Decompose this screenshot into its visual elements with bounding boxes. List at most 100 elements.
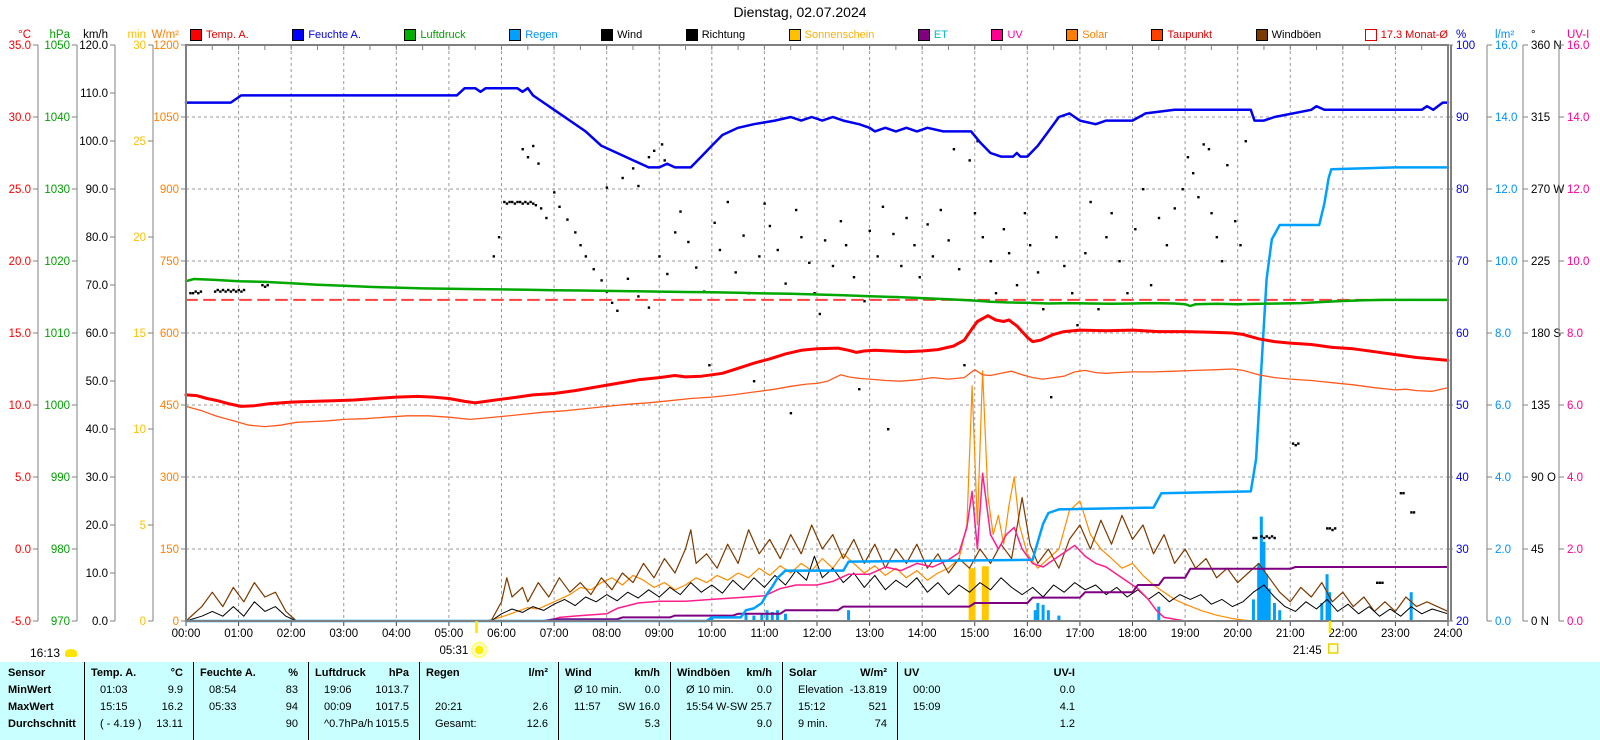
table-cell: 15:15 16.2: [100, 701, 183, 713]
axis-tick-label: 270 W: [1531, 184, 1564, 196]
x-tick-label: 08:00: [592, 628, 621, 640]
axis-tick-label: 80.0: [86, 232, 108, 244]
axis-uvi: 16.0 14.0 12.0 10.0 8.0 6.0 4.0 2.0 0.0 UV-I: [1558, 29, 1589, 628]
series-uv-line: [185, 472, 1449, 622]
table-cell: 08:54 83: [209, 684, 298, 696]
axis-tick-label: 1050: [44, 40, 70, 52]
table-cell: 15:54 W-SW 25.7: [686, 701, 772, 713]
table-cell: Elevation -13.819: [798, 684, 887, 696]
axis-tick-label: 12.0: [1567, 184, 1589, 196]
table-cell: 9 min. 74: [798, 718, 887, 730]
table-header-sensor: Sensor: [8, 667, 46, 679]
legend-item-uv: UV: [991, 29, 1023, 41]
table-cell: 1.2: [1059, 718, 1075, 730]
axis-tick-label: 300: [160, 472, 179, 484]
axis-header: min: [127, 29, 146, 41]
table-cell: 9.0: [756, 718, 772, 730]
table-row-label: Durchschnitt: [8, 718, 76, 730]
axis-tick-label: 45: [1531, 544, 1544, 556]
axis-tick-label: 25: [133, 136, 146, 148]
axis-tick-label: 10: [133, 424, 146, 436]
axis-tick-label: 35.0: [9, 40, 31, 52]
axis-header: km/h: [83, 29, 108, 41]
chart-legend: Temp. A. Feuchte A. Luftdruck Regen Wind Rich…: [190, 29, 1448, 41]
legend-label: Windböen: [1271, 29, 1322, 41]
table-col-feuchte-a-: Feuchte A.% 08:54 83 05:33 94 90: [193, 662, 308, 740]
axis-tick-label: 15.0: [9, 328, 31, 340]
x-tick-label: 09:00: [645, 628, 674, 640]
x-tick-label: 18:00: [1118, 628, 1147, 640]
sunshine-bars: [968, 566, 989, 621]
axis-tick-label: 0: [140, 616, 146, 628]
axis-tick-label: 1030: [44, 184, 70, 196]
table-cell: Gesamt: 12.6: [435, 718, 548, 730]
axis-tick-label: 30: [1456, 544, 1469, 556]
sun-icon: [65, 649, 78, 657]
axis-tick-label: 14.0: [1567, 112, 1589, 124]
table-cell: 20:21 2.6: [435, 701, 548, 713]
axis-tick-label: 120.0: [79, 40, 108, 52]
axis-tick-label: 30.0: [9, 112, 31, 124]
axis-tick-label: -5.0: [11, 616, 31, 628]
axis-tick-label: 0.0: [15, 544, 31, 556]
table-col-windb-en: Windböen km/h Ø 10 min. 0.0 15:54 W-SW 25.7 9.…: [670, 662, 782, 740]
legend-label: ET: [933, 29, 948, 41]
legend-swatch-dewpoint-icon: [1151, 29, 1164, 41]
marker-time-label: 21:45: [1293, 645, 1322, 657]
axis-tick-label: 2.0: [1567, 544, 1583, 556]
axis-tick-label: 970: [51, 616, 70, 628]
legend-swatch-humidity-icon: [292, 29, 305, 41]
legend-label: Solar: [1082, 29, 1108, 41]
x-tick-label: 17:00: [1066, 628, 1095, 640]
table-cell: 11:57 SW 16.0: [574, 701, 660, 713]
sunset-marker: 21:45: [1293, 621, 1339, 657]
legend-swatch-gusts-icon: [1255, 29, 1268, 41]
x-tick-label: 14:00: [908, 628, 937, 640]
axis-tick-label: 90.0: [86, 184, 108, 196]
table-column-header: Feuchte A.%: [200, 667, 298, 679]
legend-item-pressure: Luftdruck: [404, 29, 466, 41]
x-tick-label: 06:00: [487, 628, 516, 640]
axis-tick-label: 0.0: [92, 616, 108, 628]
legend-item-temp: Temp. A.: [190, 29, 249, 41]
series-et-line: [185, 566, 1449, 622]
series-humidity-line: [184, 86, 1450, 169]
table-cell: 00:00 0.0: [913, 684, 1075, 696]
axis-tick-label: 135: [1531, 400, 1550, 412]
axis-tick-label: 10.0: [9, 400, 31, 412]
axis-tick-label: 225: [1531, 256, 1550, 268]
table-row-label: MaxWert: [8, 701, 54, 713]
axis-tick-label: 1050: [153, 112, 179, 124]
legend-swatch-direction-icon: [685, 29, 698, 41]
axis-tick-label: 80: [1456, 184, 1469, 196]
axis-tick-label: 0 N: [1531, 616, 1549, 628]
legend-item-month_avg: 17.3 Monat-Ø: [1364, 29, 1448, 41]
series-pressure-line: [184, 277, 1450, 308]
axis-tick-label: 2.0: [1495, 544, 1511, 556]
axis-tick-label: 70: [1456, 256, 1469, 268]
legend-label: Sonnenschein: [804, 29, 875, 41]
table-cell: 5.3: [644, 718, 660, 730]
x-tick-label: 21:00: [1276, 628, 1305, 640]
table-col-solar: Solar W/m² Elevation -13.819 15:12 521 9 min. 7…: [782, 662, 897, 740]
axis-lm2: 16.0 14.0 12.0 10.0 8.0 6.0 4.0 2.0 0.0 l/m²: [1486, 29, 1517, 628]
axis-min: 30 25 20 15 10 5 0 min: [127, 29, 154, 628]
x-tick-label: 07:00: [540, 628, 569, 640]
x-tick-label: 00:00: [172, 628, 201, 640]
axis-tick-label: 10.0: [86, 568, 108, 580]
table-filler: [1085, 662, 1600, 740]
axis-tick-label: 0: [173, 616, 179, 628]
x-axis-labels: 00:00 01:00 02:00 03:00 04:00 05:00 06:00 07:00…: [172, 628, 1463, 640]
table-col-wind: Wind km/h Ø 10 min. 0.0 11:57 SW 16.0 5.3: [558, 662, 670, 740]
axis-tick-label: 25.0: [9, 184, 31, 196]
axis-header: UV-I: [1567, 29, 1589, 41]
axis-tick-label: 600: [160, 328, 179, 340]
axis-header: °C: [18, 29, 31, 41]
axis-tick-label: 0.0: [1567, 616, 1583, 628]
axis-tick-label: 1040: [44, 112, 70, 124]
x-tick-label: 15:00: [960, 628, 989, 640]
x-tick-label: 12:00: [803, 628, 832, 640]
x-tick-label: 13:00: [855, 628, 884, 640]
footer-time: 16:13: [30, 646, 78, 660]
series-solar-line: [185, 370, 1449, 622]
